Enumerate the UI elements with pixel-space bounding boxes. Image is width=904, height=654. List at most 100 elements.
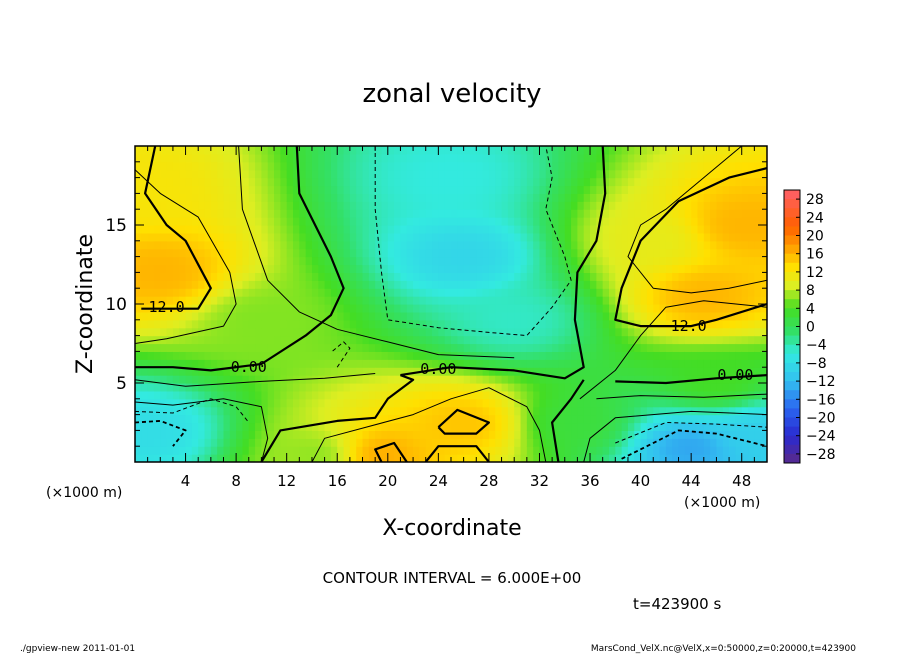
field-cell [729, 201, 736, 210]
field-cell [482, 359, 490, 368]
field-cell [577, 225, 585, 234]
field-cell [665, 390, 673, 400]
field-cell [255, 422, 262, 431]
field-cell [198, 272, 206, 281]
field-cell [552, 240, 560, 250]
field-cell [337, 454, 345, 462]
field-cell [324, 335, 332, 345]
field-cell [659, 232, 667, 242]
field-cell [665, 240, 673, 250]
field-cell [343, 185, 351, 194]
field-cell [394, 335, 402, 345]
field-cell [337, 327, 345, 337]
field-cell [236, 414, 244, 424]
field-cell [425, 272, 433, 281]
field-cell [469, 406, 477, 416]
colorbar-tick-label: −20 [806, 411, 836, 427]
field-cell [141, 153, 149, 163]
field-cell [229, 335, 237, 345]
field-cell [482, 209, 490, 218]
field-cell [526, 225, 534, 234]
field-cell [293, 193, 300, 202]
field-cell [678, 161, 686, 171]
field-cell [204, 304, 212, 313]
field-cell [495, 280, 503, 289]
field-cell [413, 454, 420, 462]
field-cell [286, 359, 294, 368]
field-cell [634, 232, 642, 242]
field-cell [684, 367, 692, 376]
field-cell [248, 248, 256, 258]
field-cell [198, 390, 206, 400]
field-cell [457, 327, 465, 337]
field-cell [172, 430, 180, 439]
field-cell [153, 256, 161, 266]
field-cell [160, 422, 168, 431]
field-cell [703, 296, 711, 305]
field-cell [413, 280, 420, 289]
field-cell [444, 367, 452, 376]
field-cell [280, 351, 288, 360]
field-cell [223, 390, 231, 400]
field-cell [621, 367, 629, 376]
field-cell [438, 193, 446, 202]
field-cell [217, 264, 225, 273]
field-cell [311, 375, 319, 384]
field-cell [324, 288, 332, 297]
field-cell [147, 430, 155, 439]
field-cell [179, 422, 187, 431]
field-cell [684, 217, 692, 226]
field-cell [368, 264, 376, 273]
field-cell [299, 296, 307, 305]
field-cell [394, 390, 402, 400]
field-cell [293, 319, 300, 329]
field-cell [457, 383, 465, 392]
field-cell [280, 177, 288, 187]
field-cell [665, 335, 673, 345]
field-cell [400, 280, 408, 289]
x-tick-label: 48 [732, 472, 751, 490]
field-cell [394, 288, 402, 297]
field-cell [394, 209, 402, 218]
field-cell [457, 304, 465, 313]
field-cell [242, 311, 250, 321]
field-cell [609, 430, 616, 439]
field-cell [590, 256, 597, 266]
contour-label: 0.00 [420, 360, 456, 378]
field-cell [394, 256, 402, 266]
field-cell [160, 343, 168, 352]
field-cell [387, 296, 395, 305]
field-cell [229, 422, 237, 431]
field-cell [501, 280, 509, 289]
field-cell [318, 177, 326, 187]
field-cell [191, 335, 199, 345]
field-cell [653, 446, 661, 455]
field-cell [261, 383, 269, 392]
field-cell [432, 367, 439, 376]
field-cell [375, 193, 383, 202]
field-cell [248, 390, 256, 400]
field-cell [236, 232, 244, 242]
field-cell [577, 398, 585, 408]
contour-line [579, 300, 767, 400]
field-cell [242, 422, 250, 431]
field-cell [615, 414, 623, 424]
field-cell [419, 169, 427, 179]
field-cell [526, 288, 534, 297]
field-cell [488, 232, 496, 242]
field-cell [703, 232, 711, 242]
field-cell [255, 201, 262, 210]
field-cell [476, 335, 484, 345]
field-cell [609, 264, 616, 273]
field-cell [678, 406, 686, 416]
field-cell [697, 438, 705, 447]
field-cell [286, 193, 294, 202]
field-cell [242, 430, 250, 439]
field-cell [678, 193, 686, 202]
field-cell [141, 161, 149, 171]
field-cell [387, 240, 395, 250]
field-cell [299, 288, 307, 297]
field-cell [672, 343, 680, 352]
field-cell [507, 169, 515, 179]
field-cell [400, 232, 408, 242]
